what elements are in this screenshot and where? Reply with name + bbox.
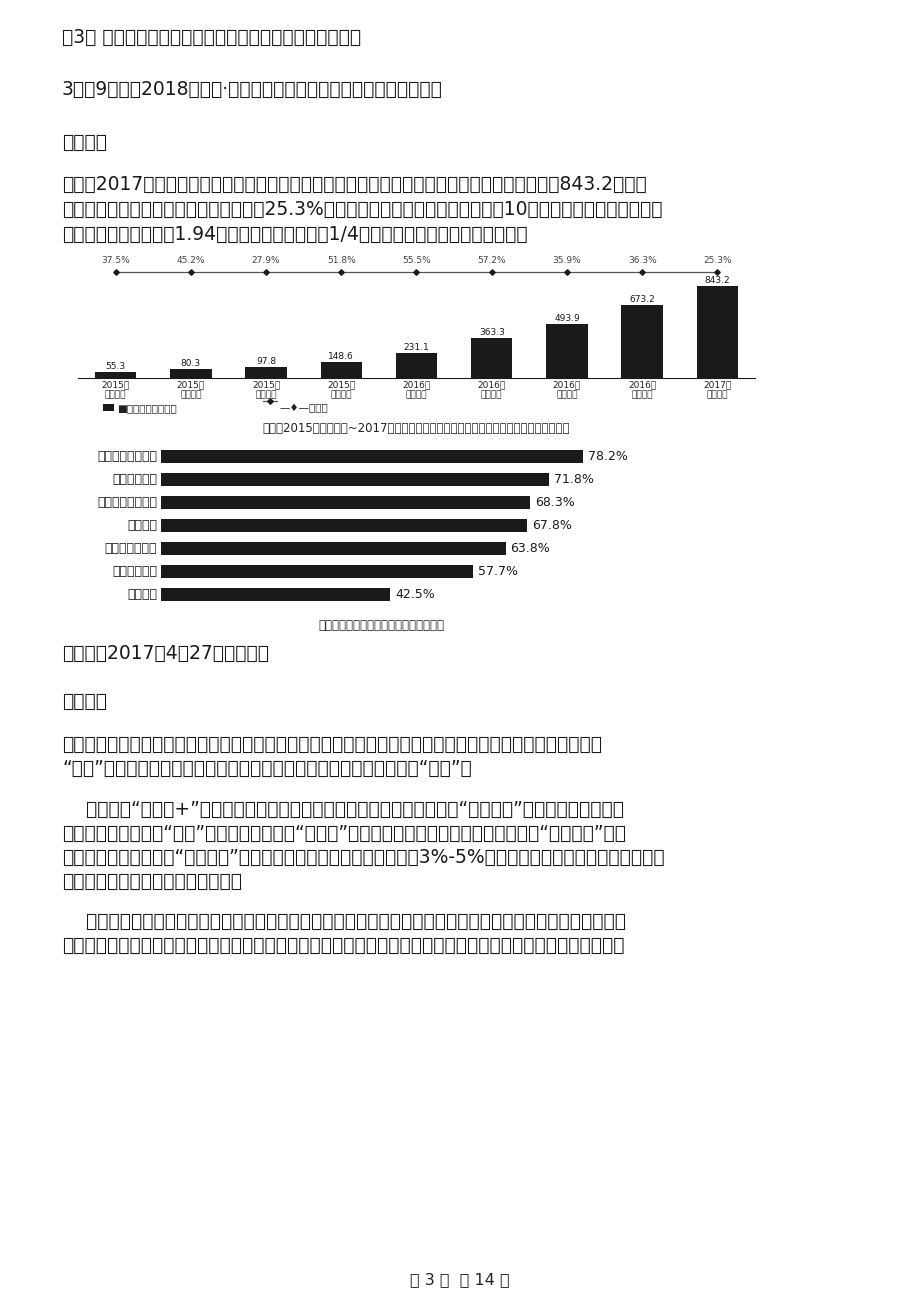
Bar bbox=[395, 353, 437, 378]
Text: 第二季度: 第二季度 bbox=[481, 391, 502, 398]
Text: 材料二：: 材料二： bbox=[62, 691, 107, 711]
Text: 餐厅的多样性: 餐厅的多样性 bbox=[112, 565, 157, 578]
Text: 第四季度: 第四季度 bbox=[630, 391, 652, 398]
Text: 市场累计用户规模已达1.94亿，占全国网民总数约1/4，用户比例尚有较大的提升空间。: 市场累计用户规模已达1.94亿，占全国网民总数约1/4，用户比例尚有较大的提升空… bbox=[62, 225, 528, 243]
Bar bbox=[170, 370, 211, 378]
Text: 常年研究“互联网+”市场规律的专家付德中介绍，目前不少外卖平台采取“竞价排名”的方式，配餐企业为: 常年研究“互联网+”市场规律的专家付德中介绍，目前不少外卖平台采取“竞价排名”的… bbox=[62, 799, 623, 819]
Text: 第三季度: 第三季度 bbox=[556, 391, 577, 398]
Bar bbox=[161, 589, 390, 602]
Text: 图二：影响用户选择外卖平台的因素分析: 图二：影响用户选择外卖平台的因素分析 bbox=[318, 618, 444, 631]
Text: 231.1: 231.1 bbox=[403, 342, 429, 352]
Bar bbox=[161, 519, 527, 533]
Text: 材料一：: 材料一： bbox=[62, 133, 107, 152]
Text: 鉴于目前餐首外卖行业并不完全成熟，各种问题乱象时有显现，在其行业规模迅速壮大的过程中，须谨防某些: 鉴于目前餐首外卖行业并不完全成熟，各种问题乱象时有显现，在其行业规模迅速壮大的过… bbox=[62, 736, 601, 754]
Text: 配送速度: 配送速度 bbox=[127, 519, 157, 533]
Text: 843.2: 843.2 bbox=[704, 276, 730, 285]
Text: 36.3%: 36.3% bbox=[627, 256, 656, 266]
Text: 25.3%: 25.3% bbox=[702, 256, 731, 266]
Text: 售后服务: 售后服务 bbox=[127, 589, 157, 602]
Bar bbox=[546, 324, 587, 378]
Bar bbox=[471, 339, 512, 378]
Text: ■交易规模（亿元）: ■交易规模（亿元） bbox=[117, 404, 176, 413]
Text: 57.2%: 57.2% bbox=[477, 256, 505, 266]
Text: 37.5%: 37.5% bbox=[101, 256, 130, 266]
Text: 2015年: 2015年 bbox=[176, 380, 205, 389]
Text: 第四季度: 第四季度 bbox=[330, 391, 352, 398]
Text: 图一：2015年第一季度~2017年第一季度中国第三方餐首外卖市场交易规模及环比增长率: 图一：2015年第一季度~2017年第一季度中国第三方餐首外卖市场交易规模及环比… bbox=[263, 422, 570, 435]
Bar bbox=[621, 305, 662, 378]
Text: 2016年: 2016年 bbox=[552, 380, 581, 389]
Text: 51.8%: 51.8% bbox=[326, 256, 356, 266]
Text: 第三季度: 第三季度 bbox=[255, 391, 277, 398]
Text: 148.6: 148.6 bbox=[328, 352, 354, 361]
Text: 673.2: 673.2 bbox=[629, 294, 654, 303]
Bar bbox=[161, 473, 548, 486]
Text: 363.3: 363.3 bbox=[478, 328, 505, 337]
Text: 55.5%: 55.5% bbox=[402, 256, 430, 266]
Text: 45.2%: 45.2% bbox=[176, 256, 205, 266]
Text: 获得点评、销量中的“前置”位置，向平台支付“排名费”，以谋求付出一部分利益可以带来更多“吸客效应”。比: 获得点评、销量中的“前置”位置，向平台支付“排名费”，以谋求付出一部分利益可以带… bbox=[62, 824, 625, 842]
Bar bbox=[161, 496, 529, 509]
Text: 2015年: 2015年 bbox=[252, 380, 280, 389]
Text: 如，饿了么年初推出的“星火计划”，为商家提升排名服务，即商家缴纳3%-5%的技术服务费，就可以实现排名和曝: 如，饿了么年初推出的“星火计划”，为商家提升排名服务，即商家缴纳3%-5%的技术… bbox=[62, 848, 664, 867]
Bar bbox=[161, 542, 505, 555]
Text: 尽管有关部门一直在积极管理规范，外卖平台亦在逐步主动担起责任，商家的食品安全意识也开始有所提升，: 尽管有关部门一直在积极管理规范，外卖平台亦在逐步主动担起责任，商家的食品安全意识… bbox=[62, 911, 625, 931]
Text: 第 3 页  共 14 页: 第 3 页 共 14 页 bbox=[410, 1272, 509, 1286]
Text: （节选自2017年4月27日搜狐网）: （节选自2017年4月27日搜狐网） bbox=[62, 644, 268, 663]
Bar bbox=[245, 367, 287, 378]
Text: 产品使用流畅度: 产品使用流畅度 bbox=[105, 542, 157, 555]
Text: 2017年: 2017年 bbox=[702, 380, 731, 389]
Text: 67.8%: 67.8% bbox=[531, 519, 572, 533]
Text: 80.3: 80.3 bbox=[180, 359, 200, 368]
Bar bbox=[161, 450, 583, 464]
Text: 第一季度: 第一季度 bbox=[105, 391, 126, 398]
Text: 2015年: 2015年 bbox=[327, 380, 355, 389]
Bar bbox=[320, 362, 361, 378]
Text: 第一季度: 第一季度 bbox=[405, 391, 426, 398]
Text: 光率的上升，而用户并没有知情权。: 光率的上升，而用户并没有知情权。 bbox=[62, 872, 242, 891]
Text: 2015年: 2015年 bbox=[101, 380, 130, 389]
Text: 餐品的质量及安全: 餐品的质量及安全 bbox=[96, 450, 157, 464]
Text: 27.9%: 27.9% bbox=[252, 256, 280, 266]
Text: 3．（9分）（2018高一上·丹东期末）阅读下面文字，完成下面小题。: 3．（9分）（2018高一上·丹东期末）阅读下面文字，完成下面小题。 bbox=[62, 79, 442, 99]
Text: 受春节假期影响，本季度增速略微放缓至25.3%。不过平均到每天，交易额依然接近10亿元。截至目前，在线外卖: 受春节假期影响，本季度增速略微放缓至25.3%。不过平均到每天，交易额依然接近1… bbox=[62, 201, 662, 219]
Text: 2016年: 2016年 bbox=[402, 380, 430, 389]
Text: 第一季度: 第一季度 bbox=[706, 391, 727, 398]
Bar bbox=[161, 565, 472, 578]
Text: 2016年: 2016年 bbox=[628, 380, 655, 389]
Text: 55.3: 55.3 bbox=[106, 362, 126, 371]
Text: 71.8%: 71.8% bbox=[553, 473, 593, 486]
Text: 35.9%: 35.9% bbox=[552, 256, 581, 266]
Bar bbox=[103, 404, 114, 411]
Text: （3） 结合全文，分析怎样才能推动中国美学的整体创新。: （3） 结合全文，分析怎样才能推动中国美学的整体创新。 bbox=[62, 29, 361, 47]
Text: 493.9: 493.9 bbox=[553, 314, 579, 323]
Text: 68.3%: 68.3% bbox=[534, 496, 574, 509]
Text: 78.2%: 78.2% bbox=[587, 450, 628, 464]
Text: 平台优惠力度: 平台优惠力度 bbox=[112, 473, 157, 486]
Bar bbox=[696, 286, 737, 378]
Text: “毛病”随着行业壮大一起长大，成为危害行业发展乃至损害公众权益的“毒瘾”。: “毛病”随着行业壮大一起长大，成为危害行业发展乃至损害公众权益的“毒瘾”。 bbox=[62, 759, 471, 779]
Text: 但当前外卖食品安全问题仍然非常突出，外卖食品安全整体形势并不容乐观。而随着外卖行业的不断发展壮大，针: 但当前外卖食品安全问题仍然非常突出，外卖食品安全整体形势并不容乐观。而随着外卖行… bbox=[62, 936, 624, 954]
Text: 42.5%: 42.5% bbox=[395, 589, 435, 602]
Text: 97.8: 97.8 bbox=[255, 357, 276, 366]
Text: 第二季度: 第二季度 bbox=[180, 391, 201, 398]
Text: 63.8%: 63.8% bbox=[510, 542, 550, 555]
Text: 2016年: 2016年 bbox=[477, 380, 505, 389]
Bar bbox=[95, 372, 136, 378]
Text: 平台的品牌影响力: 平台的品牌影响力 bbox=[96, 496, 157, 509]
Text: —♦—增长率: —♦—增长率 bbox=[279, 404, 328, 413]
Text: 近日，2017年第一季度餐首外卖市场数据报告出炉。数据显示，第一季度外卖市场整体交易额达843.2亿元，: 近日，2017年第一季度餐首外卖市场数据报告出炉。数据显示，第一季度外卖市场整体… bbox=[62, 174, 646, 194]
Text: 57.7%: 57.7% bbox=[477, 565, 517, 578]
